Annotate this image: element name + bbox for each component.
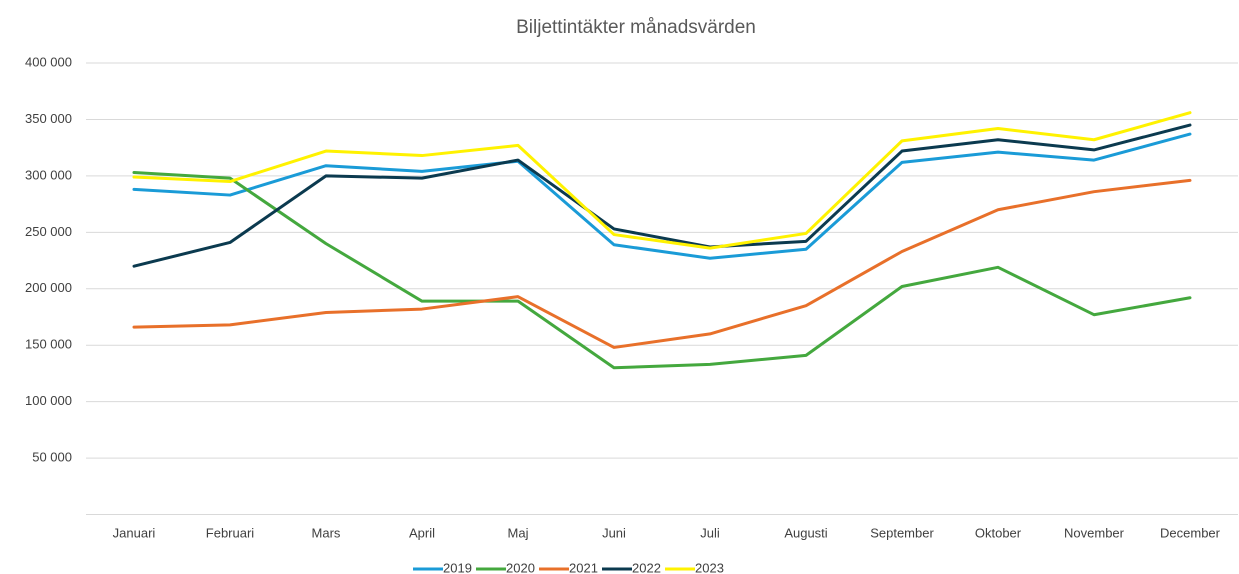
y-tick-label: 300 000 [25, 167, 72, 182]
legend-label: 2021 [569, 560, 598, 574]
x-tick-label: Januari [113, 525, 156, 540]
x-tick-label: Juli [700, 525, 720, 540]
y-tick-label: 400 000 [25, 54, 72, 69]
legend-label: 2019 [443, 560, 472, 574]
legend-label: 2023 [695, 560, 724, 574]
x-tick-label: Maj [508, 525, 529, 540]
x-tick-label: Februari [206, 525, 255, 540]
series-line [132, 111, 1192, 250]
y-tick-label: 150 000 [25, 337, 72, 352]
series-line [132, 178, 1192, 349]
series-line [132, 132, 1192, 260]
y-tick-label: 100 000 [25, 393, 72, 408]
y-tick-label: 200 000 [25, 280, 72, 295]
x-tick-label: Juni [602, 525, 626, 540]
legend-label: 2022 [632, 560, 661, 574]
series-line [132, 170, 1192, 370]
y-tick-label: 50 000 [32, 450, 72, 465]
y-tick-label: 350 000 [25, 111, 72, 126]
chart-title: Biljettintäkter månadsvärden [516, 17, 756, 38]
x-tick-label: December [1160, 525, 1221, 540]
x-tick-label: Mars [312, 525, 341, 540]
y-tick-label: 250 000 [25, 224, 72, 239]
legend-label: 2020 [506, 560, 535, 574]
x-tick-label: September [870, 525, 934, 540]
series-line [132, 123, 1192, 268]
x-tick-label: November [1064, 525, 1125, 540]
x-tick-label: Augusti [784, 525, 827, 540]
x-tick-label: April [409, 525, 435, 540]
x-tick-label: Oktober [975, 525, 1022, 540]
